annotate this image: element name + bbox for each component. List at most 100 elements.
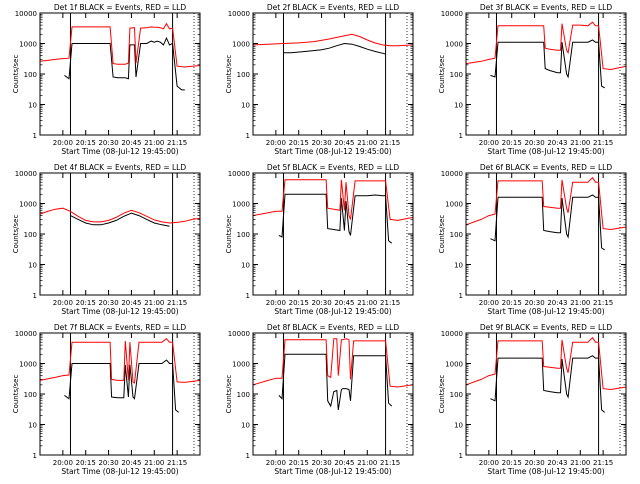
panel-8-xtick-label: 21:15 <box>380 459 400 467</box>
panel-2-ytick-label: 1000 <box>232 41 250 49</box>
panel-3-xtick-label: 20:43 <box>547 139 567 147</box>
panel-3-ytick-label: 10 <box>454 102 463 110</box>
panel-9-series-events <box>490 355 606 413</box>
panel-3-ytick-label: 10000 <box>441 10 463 18</box>
panel-1-ytick-label: 100 <box>24 71 37 79</box>
panel-4-title: Det 4f BLACK = Events, RED = LLD <box>54 163 187 172</box>
panel-3-xtick-label: 21:00 <box>570 139 590 147</box>
panel-4-frame <box>39 172 201 296</box>
panel-3-series-lld <box>465 21 627 71</box>
panel-3-xtick-label: 20:30 <box>524 139 544 147</box>
panel-6-xtick-label: 21:00 <box>570 299 590 307</box>
panel-3-xtick-label: 21:15 <box>593 139 613 147</box>
panel-3-ytick-label: 1000 <box>445 41 463 49</box>
panel-2-title: Det 2f BLACK = Events, RED = LLD <box>267 3 400 12</box>
panel-5-frame <box>252 172 414 296</box>
panel-8: 1 10 100 1000 10000 20:00 20:15 20:30 20:45 21:00… <box>225 323 414 476</box>
panel-1-ytick-label: 1000 <box>19 41 37 49</box>
panel-3: 1 10 100 1000 10000 20:00 20:15 20:30 20:43 21:00… <box>438 3 627 156</box>
panel-5-ytick-label: 10000 <box>228 170 250 178</box>
panel-5-ytick-label: 1 <box>246 292 250 300</box>
panel-6-frame <box>465 172 627 296</box>
panel-9-xtick-label: 20:15 <box>502 459 522 467</box>
panel-9-frame <box>465 332 627 456</box>
panel-2-xtick-label: 20:30 <box>311 139 331 147</box>
panel-8-ytick-label: 100 <box>237 391 250 399</box>
panel-5-series-lld <box>252 179 414 221</box>
panel-6-ytick-label: 10 <box>454 262 463 270</box>
panel-5-xtick-label: 20:15 <box>289 299 309 307</box>
panel-8-ytick-label: 1 <box>246 452 250 460</box>
panel-1-xlabel: Start Time (08-Jul-12 19:45:00) <box>61 147 178 156</box>
panel-7-xtick-label: 20:30 <box>98 459 118 467</box>
panel-8-xtick-label: 20:30 <box>311 459 331 467</box>
panel-5-xtick-label: 20:00 <box>266 299 286 307</box>
panel-9-xtick-label: 20:43 <box>547 459 567 467</box>
panel-9-xtick-label: 21:00 <box>570 459 590 467</box>
panel-2-ytick-label: 100 <box>237 71 250 79</box>
panel-3-xtick-label: 20:00 <box>479 139 499 147</box>
panel-3-ylabel: Counts/sec <box>438 55 446 94</box>
panel-6-ytick-label: 10000 <box>441 170 463 178</box>
panel-3-title: Det 3f BLACK = Events, RED = LLD <box>480 3 613 12</box>
panel-4-xtick-label: 20:45 <box>121 299 141 307</box>
panel-7-frame <box>39 332 201 456</box>
panel-2-ylabel: Counts/sec <box>225 55 233 94</box>
panel-3-ytick-label: 1 <box>459 132 463 140</box>
panel-3-xlabel: Start Time (08-Jul-12 19:45:00) <box>487 147 604 156</box>
panel-9-xlabel: Start Time (08-Jul-12 19:45:00) <box>487 467 604 476</box>
panel-9-ytick-label: 10000 <box>441 330 463 338</box>
panel-7-xtick-label: 20:45 <box>121 459 141 467</box>
panel-6-ytick-label: 1 <box>459 292 463 300</box>
panel-1-xtick-label: 21:00 <box>144 139 164 147</box>
panel-9-ylabel: Counts/sec <box>438 375 446 414</box>
panel-2-xlabel: Start Time (08-Jul-12 19:45:00) <box>274 147 391 156</box>
panel-6-series-events <box>490 194 605 251</box>
panel-2-xtick-label: 20:15 <box>289 139 309 147</box>
panel-5-series-events <box>278 193 393 244</box>
panel-2-xtick-label: 20:45 <box>334 139 354 147</box>
panel-2-ytick-label: 1 <box>246 132 250 140</box>
panel-9-title: Det 9f BLACK = Events, RED = LLD <box>480 323 613 332</box>
panel-1-ytick-label: 1 <box>33 132 37 140</box>
panel-1-xtick-label: 21:15 <box>167 139 187 147</box>
panel-8-ytick-label: 1000 <box>232 361 250 369</box>
panel-6-xtick-label: 20:00 <box>479 299 499 307</box>
panel-4-ytick-label: 10000 <box>15 170 37 178</box>
panel-9-ytick-label: 100 <box>450 391 463 399</box>
panel-1-series-events <box>64 36 185 91</box>
panel-7-xtick-label: 20:15 <box>76 459 96 467</box>
panel-2-xtick-label: 21:00 <box>357 139 377 147</box>
panel-8-xtick-label: 20:45 <box>334 459 354 467</box>
panel-5-xtick-label: 20:30 <box>311 299 331 307</box>
panel-7-series-lld <box>39 338 201 384</box>
panel-9-xtick-label: 21:15 <box>593 459 613 467</box>
panel-3-xtick-label: 20:15 <box>502 139 522 147</box>
panel-6-xtick-label: 20:43 <box>547 299 567 307</box>
panel-7-ytick-label: 1000 <box>19 361 37 369</box>
panel-5: 1 10 100 1000 10000 20:00 20:15 20:30 20:45 21:00… <box>225 163 414 316</box>
panel-7-ytick-label: 10000 <box>15 330 37 338</box>
panel-7-xlabel: Start Time (08-Jul-12 19:45:00) <box>61 467 178 476</box>
panel-4-xtick-label: 20:30 <box>98 299 118 307</box>
panel-1-title: Det 1f BLACK = Events, RED = LLD <box>54 3 187 12</box>
panel-9-ytick-label: 1 <box>459 452 463 460</box>
panel-2-series-events <box>283 42 386 55</box>
panel-4-xtick-label: 21:15 <box>167 299 187 307</box>
panel-5-ylabel: Counts/sec <box>225 215 233 254</box>
panel-7-ytick-label: 100 <box>24 391 37 399</box>
panel-5-xtick-label: 20:45 <box>334 299 354 307</box>
panel-5-ytick-label: 1000 <box>232 201 250 209</box>
panel-1-xtick-label: 20:45 <box>121 139 141 147</box>
panel-9-series-lld <box>465 336 627 391</box>
panel-9-ytick-label: 1000 <box>445 361 463 369</box>
panel-6-xtick-label: 21:15 <box>593 299 613 307</box>
panel-5-title: Det 5f BLACK = Events, RED = LLD <box>267 163 400 172</box>
panel-2-xtick-label: 20:00 <box>266 139 286 147</box>
panel-6-xtick-label: 20:30 <box>524 299 544 307</box>
panel-7-ylabel: Counts/sec <box>12 375 20 414</box>
panel-8-title: Det 8f BLACK = Events, RED = LLD <box>267 323 400 332</box>
panel-6-ytick-label: 1000 <box>445 201 463 209</box>
